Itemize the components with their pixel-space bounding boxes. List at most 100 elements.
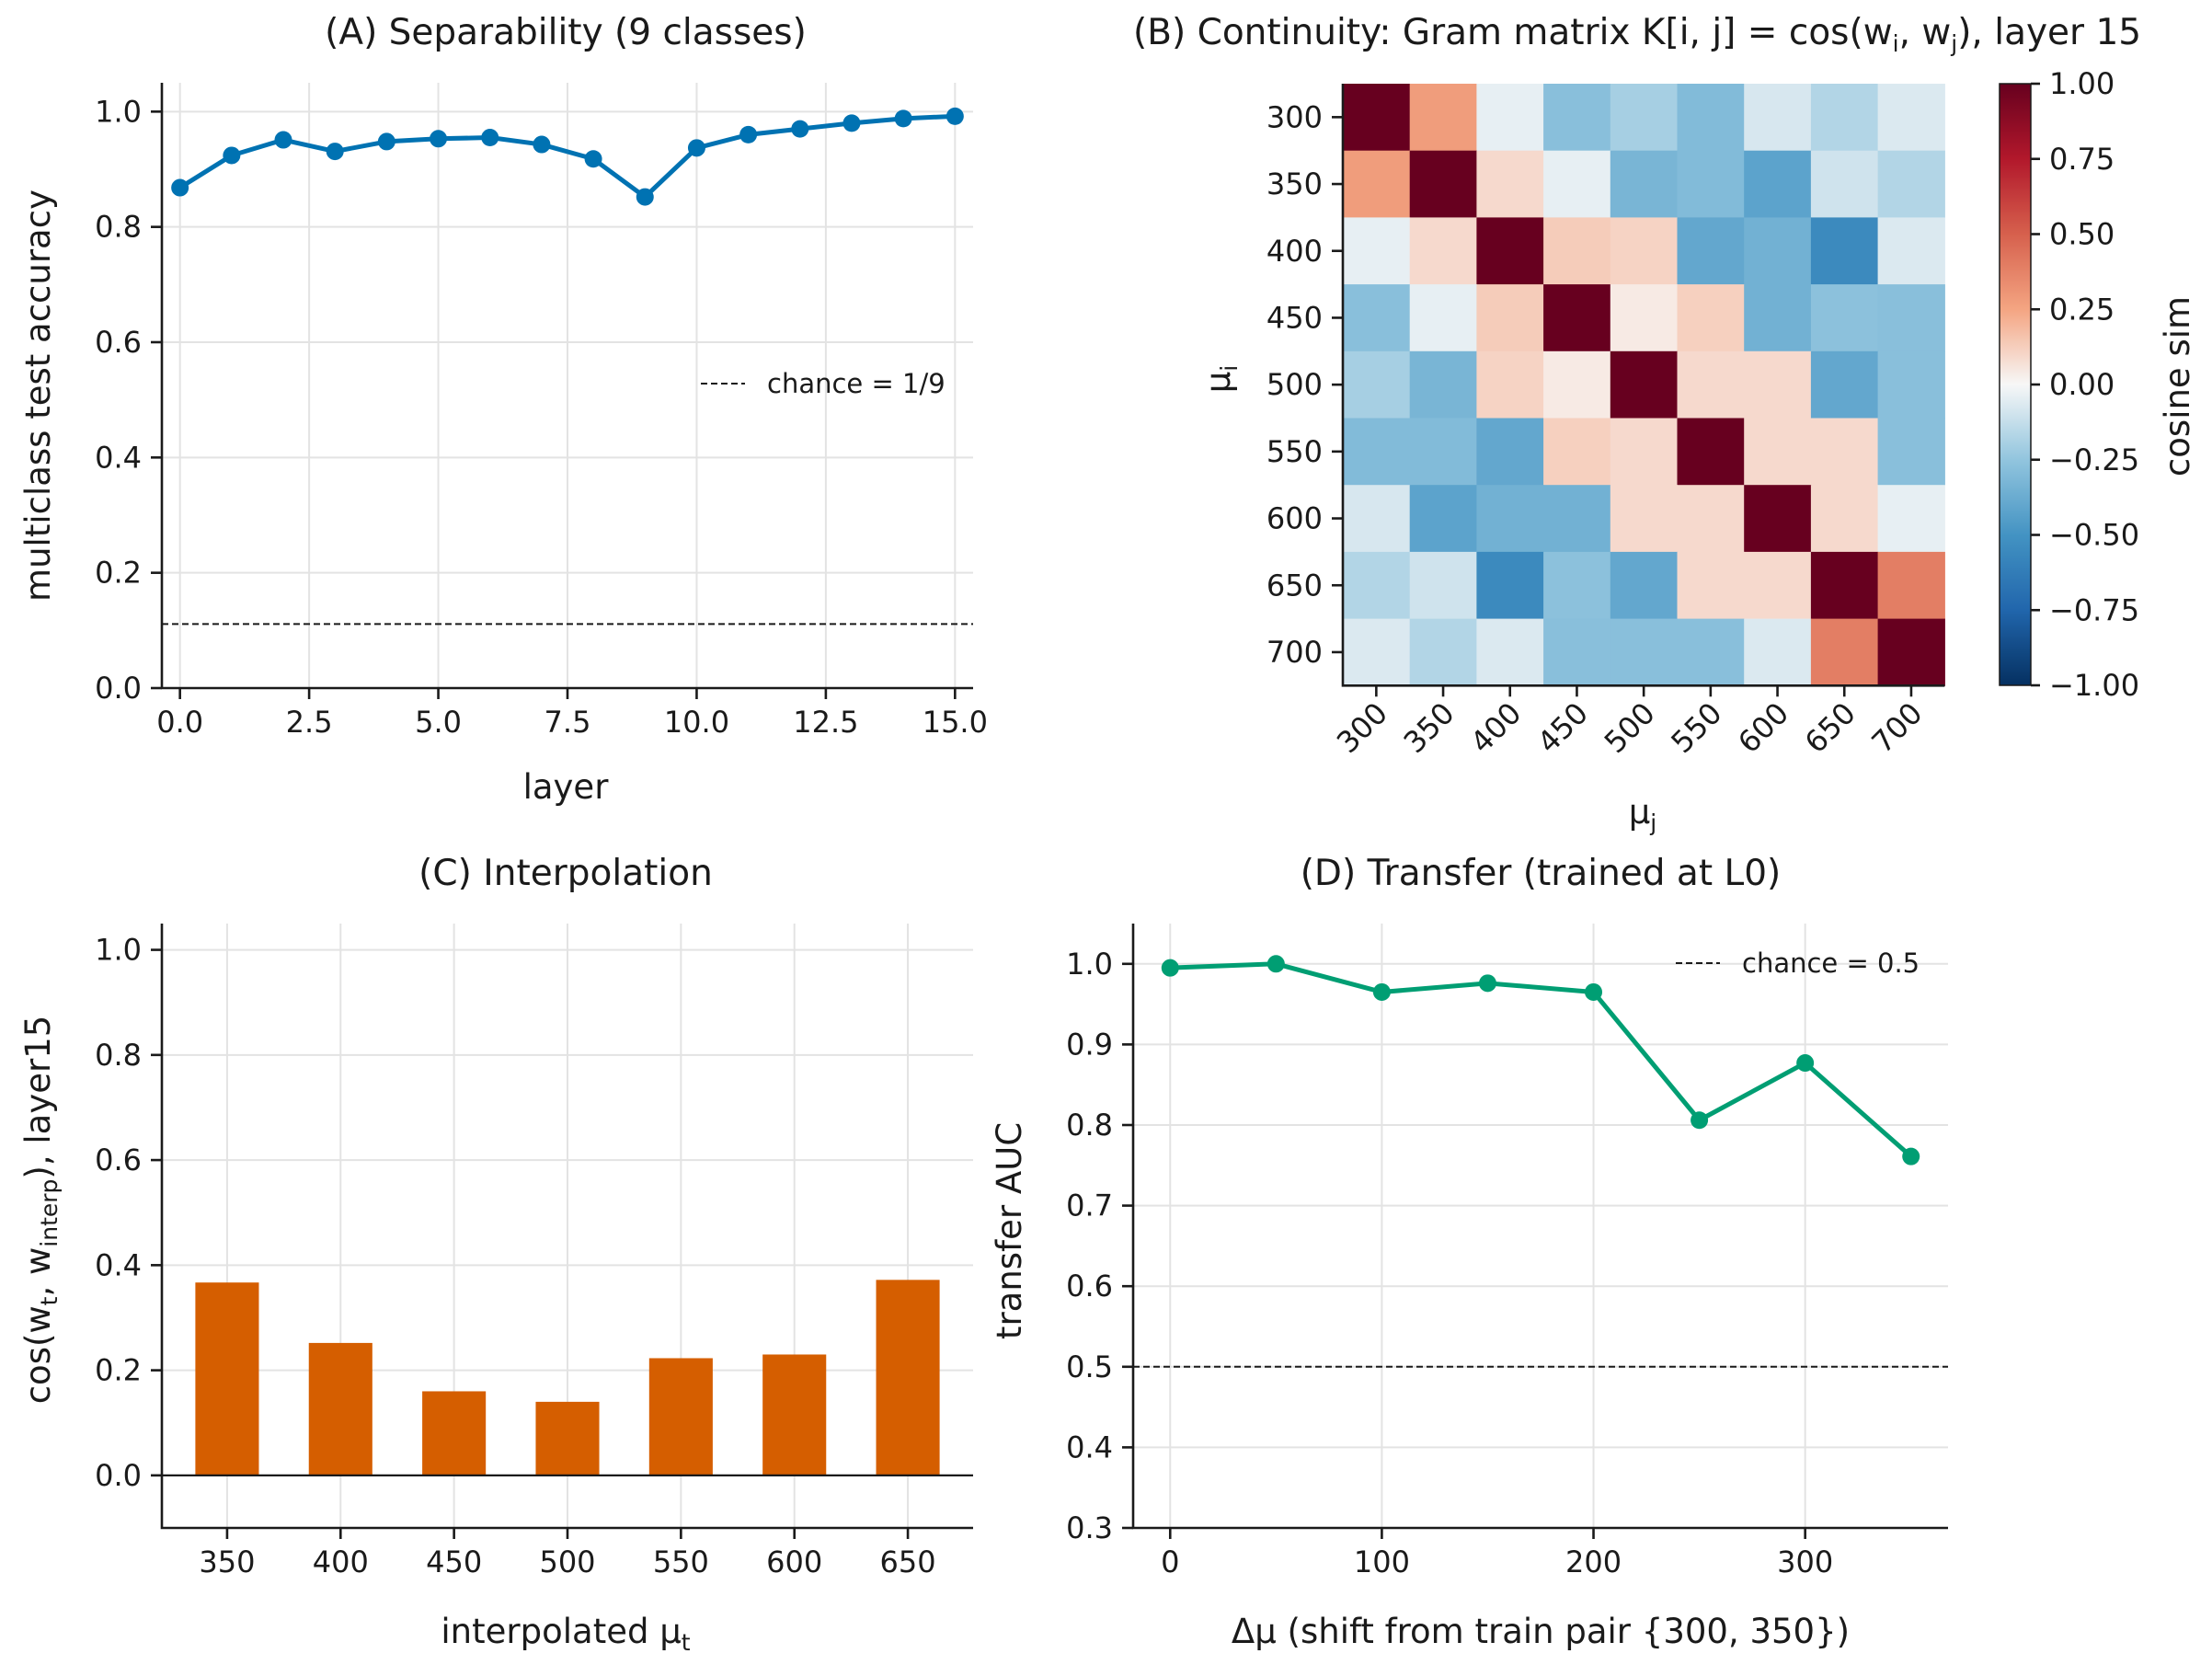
colorbar-tick-label: −0.50 <box>2049 518 2139 553</box>
c-bar <box>648 1358 713 1476</box>
heatmap-cell <box>1677 618 1745 686</box>
b-row-label: 650 <box>1266 568 1323 603</box>
panel-d-title: (D) Transfer (trained at L0) <box>1301 853 1782 894</box>
panel-c-title: (C) Interpolation <box>418 853 713 894</box>
heatmap-cell <box>1610 551 1679 620</box>
heatmap-cell <box>1610 485 1679 553</box>
heatmap-cell <box>1610 418 1679 486</box>
panel-b-xlabel: μj <box>1629 792 1657 836</box>
b-row-label: 450 <box>1266 300 1323 335</box>
colorbar-tick-label: 1.00 <box>2049 66 2115 101</box>
heatmap-cell <box>1810 84 1879 152</box>
heatmap-cell <box>1610 618 1679 686</box>
heatmap-cell <box>1409 150 1477 218</box>
colorbar-label: cosine sim <box>2158 296 2197 477</box>
heatmap-cell <box>1543 485 1611 553</box>
d-xtick-label: 0 <box>1161 1544 1179 1579</box>
b-row-label: 500 <box>1266 367 1323 402</box>
heatmap-cell <box>1409 551 1477 620</box>
heatmap-cell <box>1409 284 1477 352</box>
heatmap-cell <box>1810 284 1879 352</box>
colorbar-tick-label: 0.50 <box>2049 217 2115 252</box>
c-xtick-label: 400 <box>313 1544 369 1579</box>
d-legend-label: chance = 0.5 <box>1742 947 1920 979</box>
c-xtick-label: 450 <box>426 1544 482 1579</box>
a-ytick-label: 0.8 <box>95 210 142 245</box>
heatmap-cell <box>1677 284 1745 352</box>
heatmap-cell <box>1877 150 1945 218</box>
d-xtick-label: 200 <box>1565 1544 1622 1579</box>
b-col-label: 550 <box>1664 695 1728 760</box>
heatmap-cell <box>1610 350 1679 419</box>
a-point <box>481 129 499 147</box>
panel-c-ylabel: cos(wt, winterp), layer15 <box>18 1016 63 1405</box>
d-ytick-label: 0.7 <box>1066 1188 1113 1223</box>
heatmap-cell <box>1543 350 1611 419</box>
d-series-line <box>1170 961 1913 1159</box>
heatmap-cell <box>1476 418 1544 486</box>
c-ytick-label: 0.4 <box>95 1247 142 1282</box>
a-point <box>274 131 292 149</box>
heatmap-cell <box>1409 350 1477 419</box>
heatmap-cell <box>1610 284 1679 352</box>
a-legend-label: chance = 1/9 <box>767 368 946 399</box>
c-bar <box>422 1391 487 1476</box>
a-point <box>842 114 861 132</box>
c-bar <box>195 1282 259 1476</box>
heatmap-cell <box>1877 551 1945 620</box>
colorbar-tick-label: −0.25 <box>2049 442 2139 477</box>
d-point <box>1796 1054 1815 1073</box>
panel-d-ylabel: transfer AUC <box>990 1122 1029 1339</box>
heatmap-cell <box>1543 618 1611 686</box>
colorbar-tick-label: −1.00 <box>2049 668 2139 703</box>
d-ytick-label: 0.6 <box>1066 1269 1113 1303</box>
colorbar <box>1999 83 2032 686</box>
panel-a-ylabel: multiclass test accuracy <box>18 189 58 602</box>
colorbar-tick-label: −0.75 <box>2049 592 2139 627</box>
panel-a-title: (A) Separability (9 classes) <box>325 12 807 53</box>
b-col-label: 350 <box>1397 695 1461 760</box>
heatmap-cell <box>1476 618 1544 686</box>
colorbar-tick-label: 0.00 <box>2049 367 2115 402</box>
a-xtick-label: 15.0 <box>923 705 988 740</box>
a-point <box>636 188 654 206</box>
b-col-label: 650 <box>1798 695 1862 760</box>
d-ytick-label: 0.4 <box>1066 1430 1113 1464</box>
c-ytick-label: 0.0 <box>95 1458 142 1493</box>
colorbar-tick-label: 0.25 <box>2049 292 2115 327</box>
heatmap-cell <box>1677 551 1745 620</box>
heatmap-cell <box>1543 150 1611 218</box>
heatmap-cell <box>1343 418 1411 486</box>
heatmap-cell <box>1744 150 1812 218</box>
b-col-label: 400 <box>1463 695 1528 760</box>
heatmap-cell <box>1744 418 1812 486</box>
heatmap-cell <box>1343 284 1411 352</box>
heatmap-cell <box>1744 618 1812 686</box>
panel-c-chart: (C) Interpolation interpolated μt cos(wt… <box>18 853 973 1656</box>
a-xtick-label: 2.5 <box>286 705 333 740</box>
panel-b-ylabel: μi <box>1198 365 1243 394</box>
b-col-label: 600 <box>1731 695 1795 760</box>
a-xtick-label: 5.0 <box>415 705 462 740</box>
heatmap-cell <box>1744 350 1812 419</box>
d-xtick-label: 100 <box>1354 1544 1410 1579</box>
c-ytick-label: 0.6 <box>95 1143 142 1177</box>
heatmap-cell <box>1810 418 1879 486</box>
d-point <box>1902 1147 1920 1166</box>
d-point <box>1161 959 1179 977</box>
panel-b-heatmap: (B) Continuity: Gram matrix K[i, j] = co… <box>1133 12 2197 836</box>
c-axes-spine <box>160 924 973 1530</box>
heatmap-cell <box>1476 350 1544 419</box>
d-ytick-label: 0.8 <box>1066 1108 1113 1143</box>
a-point <box>687 139 705 157</box>
colorbar-tick-label: 0.75 <box>2049 142 2115 177</box>
c-ytick-label: 0.8 <box>95 1038 142 1073</box>
heatmap-cell <box>1476 485 1544 553</box>
heatmap-cell <box>1877 284 1945 352</box>
heatmap-cell <box>1476 150 1544 218</box>
heatmap-cell <box>1343 217 1411 285</box>
a-point <box>946 107 964 125</box>
a-point <box>326 143 344 161</box>
heatmap-cell <box>1810 150 1879 218</box>
heatmap-cell <box>1677 84 1745 152</box>
